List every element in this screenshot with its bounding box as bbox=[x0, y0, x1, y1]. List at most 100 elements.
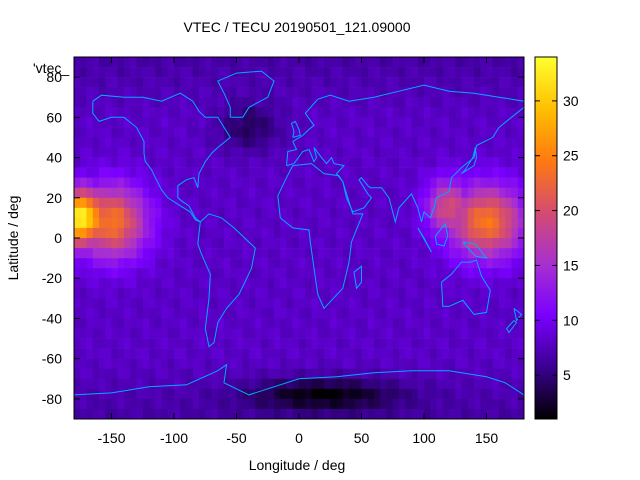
heatmap-cell bbox=[442, 157, 450, 168]
heatmap-cell bbox=[192, 197, 200, 209]
heatmap-cell bbox=[405, 57, 412, 68]
heatmap-cell bbox=[392, 157, 400, 168]
heatmap-cell bbox=[292, 388, 300, 400]
heatmap-cell bbox=[111, 278, 119, 289]
heatmap-cell bbox=[367, 167, 375, 178]
heatmap-cell bbox=[124, 338, 131, 349]
heatmap-cell bbox=[311, 408, 319, 420]
heatmap-cell bbox=[505, 87, 512, 98]
heatmap-cell bbox=[117, 137, 125, 148]
heatmap-cell bbox=[105, 278, 112, 289]
heatmap-cell bbox=[280, 348, 287, 359]
heatmap-cell bbox=[455, 338, 462, 349]
heatmap-cell bbox=[324, 177, 331, 189]
heatmap-cell bbox=[192, 288, 200, 299]
heatmap-cell bbox=[342, 368, 350, 380]
heatmap-cell bbox=[399, 248, 406, 259]
heatmap-cell bbox=[205, 197, 212, 209]
heatmap-cell bbox=[192, 308, 200, 319]
heatmap-cell bbox=[380, 258, 387, 269]
heatmap-cell bbox=[324, 217, 331, 229]
heatmap-cell bbox=[336, 368, 344, 380]
heatmap-cell bbox=[136, 77, 144, 88]
heatmap-cell bbox=[167, 238, 175, 249]
heatmap-cell bbox=[386, 328, 394, 339]
heatmap-cell bbox=[280, 398, 287, 410]
heatmap-cell bbox=[436, 338, 444, 349]
chart-title: VTEC / TECU 20190501_121.09000 bbox=[183, 19, 410, 35]
heatmap-cell bbox=[392, 77, 400, 88]
heatmap-cell bbox=[374, 388, 381, 400]
heatmap-cell bbox=[417, 207, 425, 219]
heatmap-cell bbox=[374, 298, 381, 309]
heatmap-cell bbox=[236, 157, 244, 168]
heatmap-cell bbox=[374, 348, 381, 359]
heatmap-cell bbox=[242, 238, 250, 249]
heatmap-cell bbox=[299, 197, 306, 209]
heatmap-cell bbox=[274, 117, 281, 128]
heatmap-cell bbox=[405, 298, 412, 309]
heatmap-cell bbox=[499, 167, 506, 178]
heatmap-cell bbox=[149, 187, 156, 199]
heatmap-cell bbox=[292, 308, 300, 319]
heatmap-cell bbox=[474, 147, 481, 158]
heatmap-cell bbox=[474, 197, 481, 209]
heatmap-cell bbox=[292, 97, 300, 108]
x-tick-label: -100 bbox=[160, 430, 188, 446]
heatmap-cell bbox=[161, 328, 169, 339]
heatmap-cell bbox=[367, 238, 375, 249]
heatmap-cell bbox=[449, 248, 456, 259]
heatmap-cell bbox=[499, 348, 506, 359]
heatmap-cell bbox=[217, 127, 225, 138]
heatmap-cell bbox=[455, 167, 462, 178]
heatmap-cell bbox=[261, 258, 269, 269]
heatmap-cell bbox=[324, 288, 331, 299]
heatmap-cell bbox=[174, 248, 181, 259]
heatmap-cell bbox=[517, 238, 525, 249]
heatmap-cell bbox=[217, 308, 225, 319]
heatmap-cell bbox=[142, 358, 150, 370]
heatmap-cell bbox=[242, 227, 250, 239]
heatmap-cell bbox=[355, 77, 362, 88]
heatmap-cell bbox=[242, 248, 250, 259]
heatmap-cell bbox=[449, 137, 456, 148]
heatmap-cell bbox=[461, 368, 469, 380]
heatmap-cell bbox=[99, 97, 106, 108]
heatmap-cell bbox=[111, 197, 119, 209]
heatmap-cell bbox=[380, 77, 387, 88]
heatmap-cell bbox=[474, 368, 481, 380]
heatmap-cell bbox=[492, 258, 500, 269]
heatmap-cell bbox=[349, 288, 356, 299]
heatmap-cell bbox=[367, 358, 375, 370]
heatmap-cell bbox=[192, 408, 200, 420]
heatmap-cell bbox=[224, 348, 231, 359]
heatmap-cell bbox=[505, 97, 512, 108]
heatmap-cell bbox=[330, 278, 337, 289]
heatmap-cell bbox=[299, 318, 306, 329]
heatmap-cell bbox=[317, 268, 325, 279]
heatmap-cell bbox=[292, 338, 300, 349]
heatmap-cell bbox=[349, 87, 356, 98]
heatmap-cell bbox=[192, 268, 200, 279]
heatmap-cell bbox=[236, 368, 244, 380]
heatmap-cell bbox=[105, 378, 112, 390]
heatmap-cell bbox=[455, 187, 462, 199]
heatmap-cell bbox=[311, 127, 319, 138]
heatmap-cell bbox=[430, 278, 437, 289]
heatmap-cell bbox=[211, 57, 219, 68]
heatmap-cell bbox=[355, 328, 362, 339]
heatmap-cell bbox=[161, 298, 169, 309]
colorbar-tick-label: 5 bbox=[563, 367, 571, 383]
heatmap-cell bbox=[230, 298, 237, 309]
heatmap-cell bbox=[430, 318, 437, 329]
heatmap-cell bbox=[236, 77, 244, 88]
heatmap-cell bbox=[324, 97, 331, 108]
heatmap-cell bbox=[136, 308, 144, 319]
heatmap-cell bbox=[411, 197, 419, 209]
heatmap-cell bbox=[467, 117, 475, 128]
heatmap-cell bbox=[461, 207, 469, 219]
heatmap-cell bbox=[442, 258, 450, 269]
heatmap-cell bbox=[205, 248, 212, 259]
heatmap-cell bbox=[230, 227, 237, 239]
heatmap-cell bbox=[130, 217, 137, 229]
